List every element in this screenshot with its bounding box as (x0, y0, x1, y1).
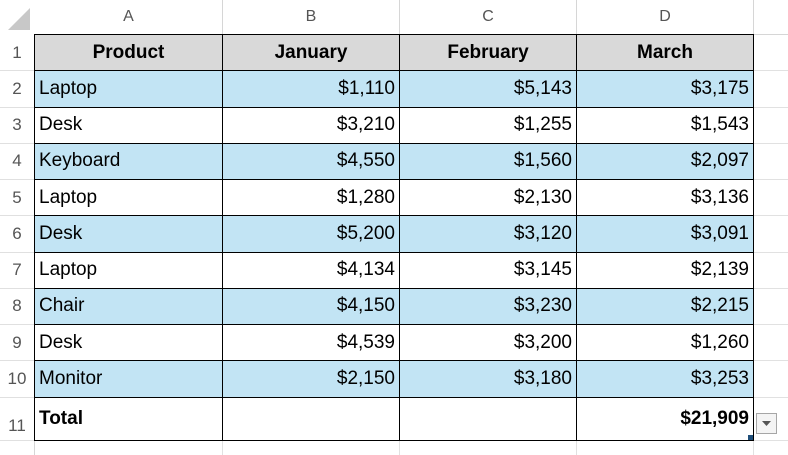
grid-cell (35, 441, 223, 455)
value-cell: $4,134 (222, 251, 400, 289)
product-cell: Laptop (34, 70, 223, 108)
grid-cell (223, 441, 400, 455)
value-cell: $3,200 (399, 324, 577, 362)
row-number: 6 (0, 216, 35, 253)
row-number: 3 (0, 107, 35, 144)
product-cell: Keyboard (34, 142, 223, 180)
value-cell: $4,550 (222, 142, 400, 180)
total-empty (399, 396, 577, 441)
options-dropdown[interactable] (756, 413, 778, 435)
value-cell: $3,230 (399, 287, 577, 325)
value-cell: $3,210 (222, 106, 400, 144)
value-cell: $3,136 (576, 179, 754, 217)
value-cell: $5,143 (399, 70, 577, 108)
value-cell: $3,145 (399, 251, 577, 289)
row-number: 7 (0, 252, 35, 289)
total-empty (222, 396, 400, 441)
value-cell: $1,110 (222, 70, 400, 108)
value-cell: $5,200 (222, 215, 400, 253)
column-header: C (400, 0, 577, 35)
grid-cell (754, 398, 788, 441)
total-value: $21,909 (576, 396, 754, 441)
select-all-corner[interactable] (0, 0, 35, 35)
grid-cell (754, 325, 788, 362)
grid-cell (754, 289, 788, 325)
product-cell: Desk (34, 106, 223, 144)
grid-cell (754, 71, 788, 108)
value-cell: $3,091 (576, 215, 754, 253)
table-header-cell: March (576, 34, 754, 72)
product-cell: Laptop (34, 179, 223, 217)
row-number: 9 (0, 325, 35, 362)
value-cell: $2,150 (222, 360, 400, 398)
grid-cell (754, 361, 788, 398)
product-cell: Monitor (34, 360, 223, 398)
grid-cell (400, 441, 577, 455)
product-cell: Laptop (34, 251, 223, 289)
grid-cell (754, 180, 788, 217)
value-cell: $1,255 (399, 106, 577, 144)
table-header-cell: February (399, 34, 577, 72)
row-number: 10 (0, 361, 35, 398)
product-cell: Desk (34, 215, 223, 253)
column-header: A (35, 0, 223, 35)
value-cell: $2,215 (576, 287, 754, 325)
value-cell: $4,150 (222, 287, 400, 325)
grid-cell (754, 144, 788, 180)
column-header-blank (754, 0, 788, 35)
value-cell: $1,560 (399, 142, 577, 180)
grid-cell (754, 108, 788, 144)
value-cell: $3,120 (399, 215, 577, 253)
column-header: D (577, 0, 754, 35)
table-header-cell: Product (34, 34, 223, 72)
row-number: 2 (0, 71, 35, 108)
value-cell: $1,543 (576, 106, 754, 144)
value-cell: $2,097 (576, 142, 754, 180)
grid-cell (754, 253, 788, 289)
fill-handle[interactable] (748, 435, 753, 440)
grid-cell (577, 441, 754, 455)
value-cell: $3,175 (576, 70, 754, 108)
value-cell: $4,539 (222, 324, 400, 362)
row-header-blank (0, 441, 35, 455)
total-label: Total (34, 396, 223, 441)
value-cell: $2,130 (399, 179, 577, 217)
value-cell: $2,139 (576, 251, 754, 289)
value-cell: $3,253 (576, 360, 754, 398)
row-number: 5 (0, 180, 35, 217)
row-number: 1 (0, 35, 35, 72)
column-header: B (223, 0, 400, 35)
row-number: 11 (0, 397, 35, 441)
grid-cell (754, 441, 788, 455)
product-cell: Chair (34, 287, 223, 325)
value-cell: $3,180 (399, 360, 577, 398)
row-number: 4 (0, 143, 35, 180)
value-cell: $1,260 (576, 324, 754, 362)
value-cell: $1,280 (222, 179, 400, 217)
grid-cell (754, 35, 788, 72)
grid-cell (754, 216, 788, 253)
product-cell: Desk (34, 324, 223, 362)
table-header-cell: January (222, 34, 400, 72)
row-number: 8 (0, 288, 35, 325)
